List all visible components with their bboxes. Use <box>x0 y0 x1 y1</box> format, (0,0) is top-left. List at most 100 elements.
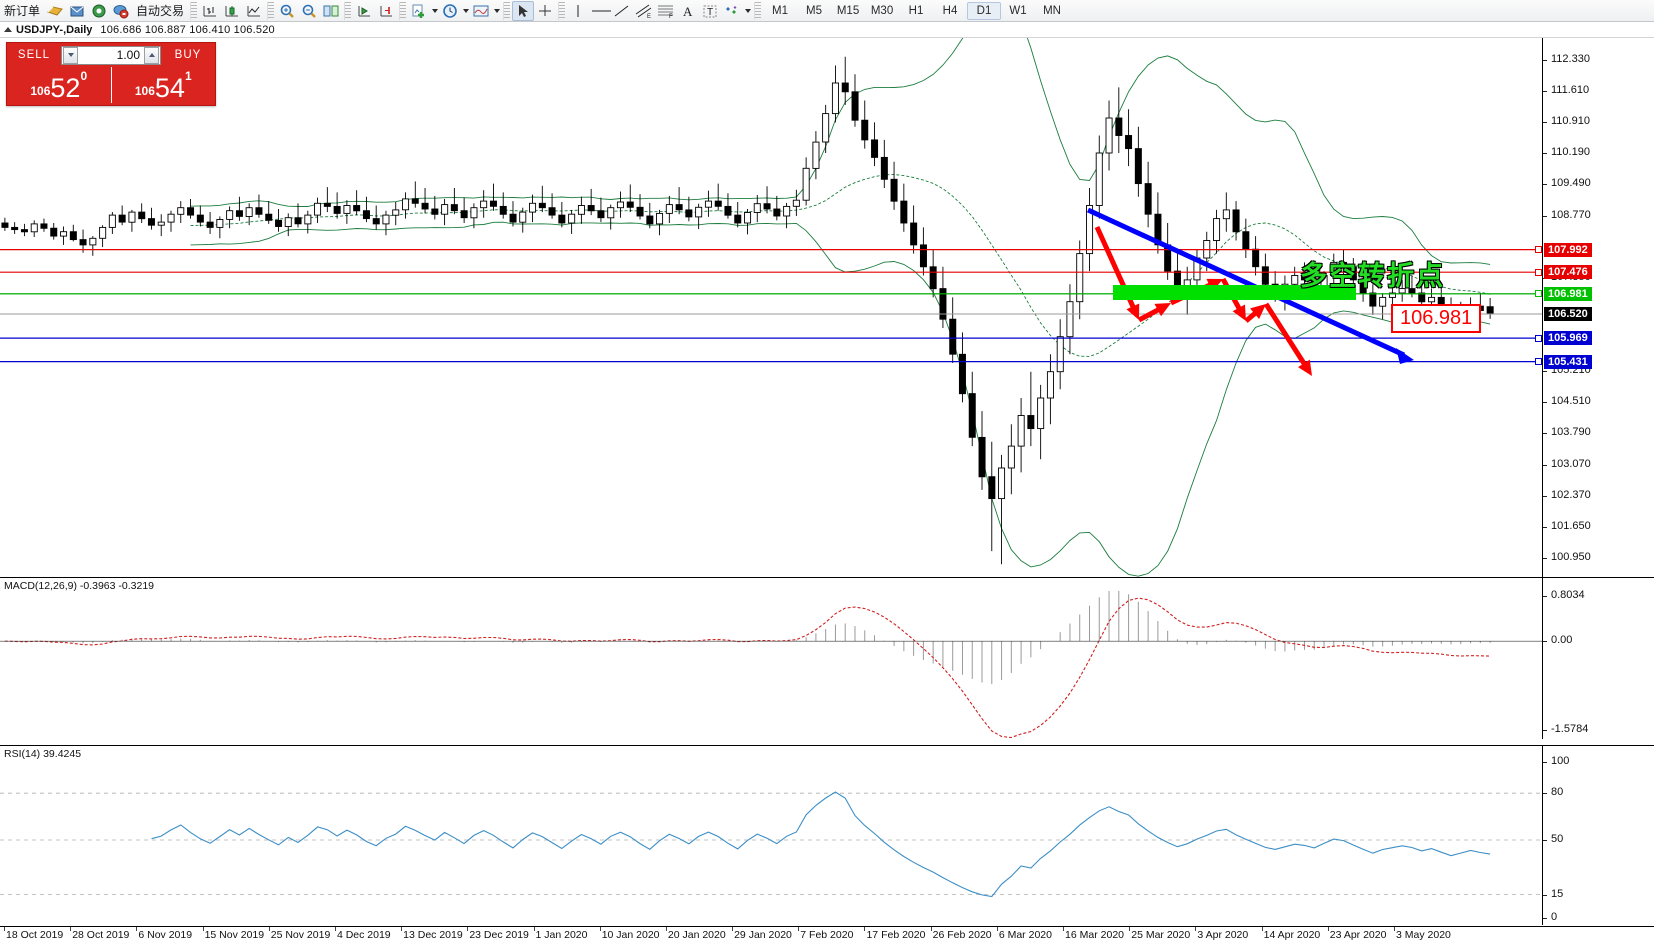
shift-start-icon[interactable] <box>353 1 375 21</box>
time-axis-label: 20 Jan 2020 <box>667 929 726 941</box>
price-level-label-105-969[interactable]: 105.969 <box>1544 331 1592 346</box>
time-axis[interactable]: 18 Oct 2019 28 Oct 2019 6 Nov 2019 15 Nov 2… <box>0 926 1654 944</box>
price-axis-scale[interactable]: 112.330 111.610 110.910 110.190 109.490 108.7… <box>1542 38 1654 577</box>
macd-pane[interactable]: MACD(12,26,9) -0.3963 -0.3219 0.8034 0.00… <box>0 577 1654 739</box>
time-tick <box>1261 927 1263 931</box>
buy-price-prefix: 106 <box>134 84 155 98</box>
price-chart-canvas[interactable] <box>0 38 1542 577</box>
rsi-canvas <box>0 791 1542 898</box>
indicators-dropdown-caret-icon[interactable] <box>492 1 501 21</box>
line-chart-icon[interactable] <box>243 1 265 21</box>
mailbox-icon[interactable] <box>66 1 88 21</box>
toolbar-separator <box>503 1 511 20</box>
time-axis-label: 23 Apr 2020 <box>1329 929 1387 941</box>
sell-price[interactable]: 106 52 0 <box>7 67 112 103</box>
collapse-triangle-icon[interactable] <box>4 27 12 32</box>
octp-top-row: SELL 1.00 BUY <box>7 43 215 67</box>
volume-field[interactable]: 1.00 <box>61 45 161 65</box>
time-tick <box>334 927 336 931</box>
text-label-icon[interactable]: A <box>677 1 699 21</box>
timeframe-m30[interactable]: M30 <box>870 4 894 17</box>
line-handle[interactable] <box>1535 268 1542 276</box>
timeframe-h4[interactable]: H4 <box>942 4 958 17</box>
toolbar-separator <box>267 1 275 20</box>
buy-price[interactable]: 106 54 1 <box>112 67 216 103</box>
price-level-label-105-431[interactable]: 105.431 <box>1544 354 1592 369</box>
time-tick <box>268 927 270 931</box>
candlestick-chart-icon[interactable] <box>221 1 243 21</box>
time-axis-label: 6 Mar 2020 <box>998 929 1052 941</box>
bar-chart-icon[interactable] <box>199 1 221 21</box>
price-level-label-107-476[interactable]: 107.476 <box>1544 265 1592 280</box>
time-axis-label: 29 Jan 2020 <box>734 929 792 941</box>
autotrading-button[interactable]: 自动交易 <box>136 4 185 18</box>
time-tick <box>1063 927 1065 931</box>
sell-price-prefix: 106 <box>30 84 51 98</box>
timeframe-mn[interactable]: MN <box>1043 4 1061 17</box>
zoom-out-icon[interactable] <box>298 1 320 21</box>
autotrading-shield-icon[interactable] <box>110 1 132 21</box>
time-axis-label: 13 Dec 2019 <box>403 929 463 941</box>
equidistant-channel-icon[interactable]: E <box>633 1 655 21</box>
timeframe-m15[interactable]: M15 <box>836 4 860 17</box>
time-axis-label: 26 Feb 2020 <box>932 929 992 941</box>
shift-end-icon[interactable] <box>375 1 397 21</box>
volume-increment-button[interactable] <box>144 46 159 64</box>
timeframe-m5[interactable]: M5 <box>806 4 823 17</box>
price-level-label-107-992[interactable]: 107.992 <box>1544 242 1592 257</box>
line-handle[interactable] <box>1535 334 1542 342</box>
hline-icon[interactable] <box>589 1 612 21</box>
fibonacci-icon[interactable]: F <box>655 1 677 21</box>
buy-button[interactable]: BUY <box>174 49 202 61</box>
trendline-icon[interactable] <box>611 1 633 21</box>
signal-icon[interactable] <box>88 1 110 21</box>
price-chart-pane[interactable]: 多空转折点 106.981 112.330 111.610 110.910 110.1… <box>0 38 1654 577</box>
sell-price-main: 52 <box>50 73 81 103</box>
time-tick <box>732 927 734 931</box>
new-chart-dropdown-caret-icon[interactable] <box>430 1 439 21</box>
period-dropdown-caret-icon[interactable] <box>461 1 470 21</box>
line-handle[interactable] <box>1535 358 1542 366</box>
time-axis-label: 18 Oct 2019 <box>6 929 64 941</box>
line-handle[interactable] <box>1535 290 1542 298</box>
timeframe-d1[interactable]: D1 <box>967 1 1002 20</box>
toolbar-separator <box>190 1 198 20</box>
toolbar-separator <box>399 1 407 20</box>
macd-axis-scale[interactable]: 0.8034 0.00 -1.5784 <box>1542 578 1654 739</box>
time-axis-label: 28 Oct 2019 <box>72 929 130 941</box>
sell-button[interactable]: SELL <box>17 49 51 61</box>
timeframe-m1[interactable]: M1 <box>772 4 789 17</box>
vline-icon[interactable] <box>567 1 589 21</box>
gold-bar-icon[interactable] <box>44 1 66 21</box>
rsi-pane[interactable]: RSI(14) 39.4245 100 80 50 15 0 <box>0 745 1654 925</box>
timeframe-group: M1 M5 M15 M30 H1 H4 D1 W1 MN <box>763 1 1069 20</box>
price-level-label-106-981[interactable]: 106.981 <box>1544 286 1592 301</box>
time-axis-label: 14 Apr 2020 <box>1263 929 1321 941</box>
one-click-trading-panel[interactable]: SELL 1.00 BUY 106 52 0 106 54 1 <box>6 42 216 106</box>
line-handle[interactable] <box>1535 246 1542 254</box>
cursor-icon[interactable] <box>512 0 535 21</box>
timeframe-w1[interactable]: W1 <box>1009 4 1027 17</box>
volume-decrement-button[interactable] <box>63 46 78 64</box>
crosshair-icon[interactable] <box>534 1 556 21</box>
time-axis-label: 6 Nov 2019 <box>138 929 193 941</box>
timeframe-h1[interactable]: H1 <box>908 4 924 17</box>
time-tick <box>1129 927 1131 931</box>
objects-dropdown-caret-icon[interactable] <box>743 1 752 21</box>
period-clock-icon[interactable] <box>439 1 461 21</box>
time-tick <box>202 927 204 931</box>
indicators-icon[interactable] <box>470 1 492 21</box>
zoom-in-icon[interactable] <box>276 1 298 21</box>
new-order-button[interactable]: 新订单 <box>4 4 41 18</box>
new-chart-icon[interactable] <box>408 1 430 21</box>
svg-text:E: E <box>647 14 651 19</box>
chart-symbol-label: USDJPY-,Daily <box>16 23 93 36</box>
macd-indicator-label: MACD(12,26,9) -0.3963 -0.3219 <box>4 580 154 592</box>
objects-icon[interactable] <box>721 1 743 21</box>
rsi-axis-scale[interactable]: 100 80 50 15 0 <box>1542 746 1654 925</box>
text-icon[interactable]: T <box>699 1 721 21</box>
tile-windows-icon[interactable] <box>320 1 342 21</box>
time-axis-label: 16 Mar 2020 <box>1065 929 1125 941</box>
volume-value[interactable]: 1.00 <box>116 48 140 62</box>
price-level-label-106-520[interactable]: 106.520 <box>1544 307 1592 321</box>
